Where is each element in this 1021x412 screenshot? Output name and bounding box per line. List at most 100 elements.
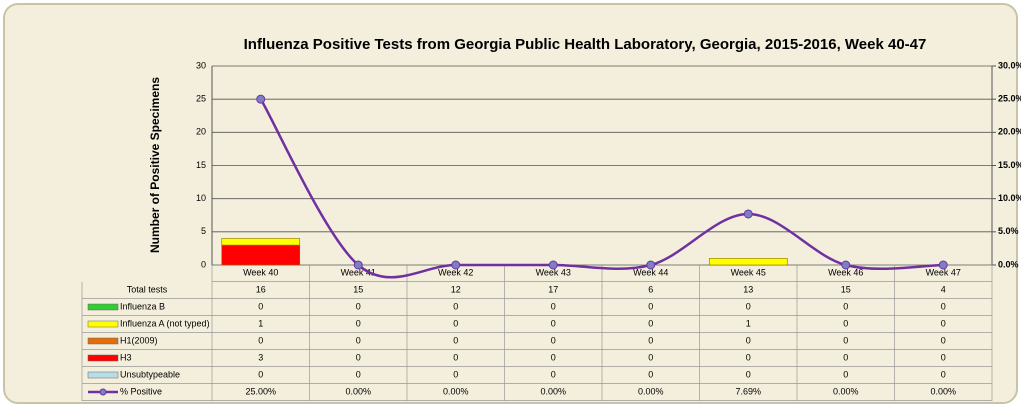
bar (708, 258, 788, 266)
table-cell: 15 (353, 284, 363, 294)
table-cell: 0 (648, 352, 653, 362)
marker (548, 260, 558, 270)
y-tick-label: 30 (196, 60, 206, 70)
table-cell: 0 (843, 369, 848, 379)
table-cell: 0.00% (638, 386, 664, 396)
table-cell: 0 (453, 352, 458, 362)
table-cell: 25.00% (245, 386, 276, 396)
table-cell: 0 (258, 301, 263, 311)
table-cell: 7.69% (735, 386, 761, 396)
chart-title: Influenza Positive Tests from Georgia Pu… (244, 36, 927, 53)
table-cell: 0 (648, 335, 653, 345)
legend-label: H3 (120, 352, 132, 362)
table-cell: 13 (743, 284, 753, 294)
table-cell: 1 (746, 318, 751, 328)
table-cell: 12 (451, 284, 461, 294)
table-cell: 17 (548, 284, 558, 294)
table-cell: 0 (843, 318, 848, 328)
marker (353, 260, 363, 270)
table-cell: 0 (941, 318, 946, 328)
legend-label: % Positive (120, 386, 162, 396)
marker (451, 260, 461, 270)
table-cell: 0 (746, 369, 751, 379)
legend-swatch (87, 354, 119, 362)
table-cell: 0 (941, 352, 946, 362)
y2-tick-label: 20.0% (998, 127, 1021, 137)
x-tick-label: Week 44 (633, 267, 668, 277)
frame (3, 3, 1018, 404)
table-cell: 0 (843, 352, 848, 362)
y-tick-label: 5 (201, 226, 206, 236)
y-tick-label: 20 (196, 127, 206, 137)
y2-tick-label: 30.0% (998, 60, 1021, 70)
marker (646, 260, 656, 270)
y2-tick-label: 0.0% (998, 259, 1019, 269)
table-cell: 0 (648, 369, 653, 379)
table-cell: 1 (258, 318, 263, 328)
y-tick-label: 0 (201, 259, 206, 269)
table-cell: 0 (746, 301, 751, 311)
y2-tick-label: 10.0% (998, 193, 1021, 203)
table-cell: 0 (746, 352, 751, 362)
x-tick-label: Week 45 (731, 267, 766, 277)
table-cell: 0 (258, 369, 263, 379)
table-cell: 15 (841, 284, 851, 294)
table-cell: 16 (256, 284, 266, 294)
y-tick-label: 10 (196, 193, 206, 203)
table-cell: 0 (453, 318, 458, 328)
x-tick-label: Week 41 (341, 267, 376, 277)
y2-tick-label: 5.0% (998, 226, 1019, 236)
legend-label: Influenza B (120, 301, 165, 311)
legend-label: Influenza A (not typed) (120, 318, 210, 328)
row-label: Total tests (127, 284, 168, 294)
legend-label: H1(2009) (120, 335, 158, 345)
table-cell: 0 (258, 335, 263, 345)
table-cell: 0 (941, 301, 946, 311)
bar (221, 238, 301, 246)
y-tick-label: 25 (196, 94, 206, 104)
table-cell: 3 (258, 352, 263, 362)
table-cell: 0 (648, 318, 653, 328)
x-tick-label: Week 43 (536, 267, 571, 277)
table-cell: 0 (453, 369, 458, 379)
legend-swatch (87, 303, 119, 311)
x-tick-label: Week 47 (926, 267, 961, 277)
table-cell: 0 (356, 335, 361, 345)
table-cell: 0.00% (540, 386, 566, 396)
legend-swatch (99, 388, 107, 396)
table-cell: 0 (746, 335, 751, 345)
y-tick-label: 15 (196, 160, 206, 170)
legend-swatch (87, 371, 119, 379)
x-tick-label: Week 40 (243, 267, 278, 277)
bar (221, 244, 301, 266)
y2-tick-label: 15.0% (998, 160, 1021, 170)
table-cell: 0 (941, 369, 946, 379)
y2-tick-label: 25.0% (998, 94, 1021, 104)
table-cell: 0 (551, 352, 556, 362)
marker (841, 260, 851, 270)
table-cell: 0 (843, 301, 848, 311)
table-cell: 0 (356, 301, 361, 311)
table-cell: 0 (551, 369, 556, 379)
table-cell: 0 (551, 301, 556, 311)
table-cell: 4 (941, 284, 946, 294)
table-cell: 0.00% (443, 386, 469, 396)
marker (743, 209, 753, 219)
marker (938, 260, 948, 270)
table-cell: 0.00% (833, 386, 859, 396)
table-cell: 0 (843, 335, 848, 345)
legend-swatch (87, 320, 119, 328)
table-cell: 0 (453, 301, 458, 311)
table-cell: 0 (551, 335, 556, 345)
table-cell: 0 (941, 335, 946, 345)
table-cell: 0 (551, 318, 556, 328)
marker (256, 94, 266, 104)
table-cell: 6 (648, 284, 653, 294)
legend-label: Unsubtypeable (120, 369, 180, 379)
table-cell: 0 (356, 352, 361, 362)
table-cell: 0.00% (930, 386, 956, 396)
table-cell: 0 (648, 301, 653, 311)
x-tick-label: Week 46 (828, 267, 863, 277)
table-cell: 0 (356, 318, 361, 328)
